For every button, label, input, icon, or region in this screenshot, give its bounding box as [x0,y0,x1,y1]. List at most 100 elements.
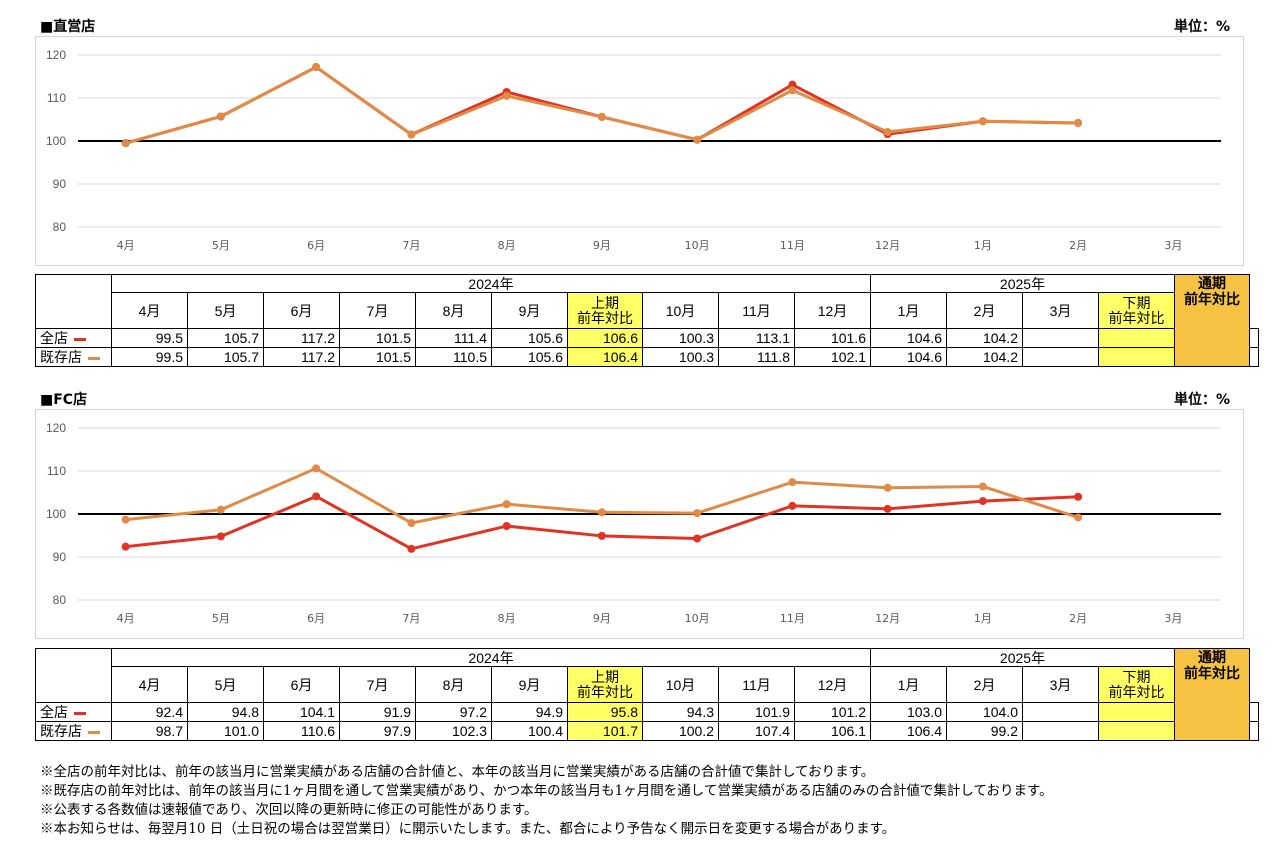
value-cell: 106.4 [870,721,947,741]
x-tick-label: 6月 [307,612,325,625]
fc-chart: 80 90 100 110 120 4月 5月 6月 7月 8月 9月 10月 11月 12月 1月 2月 3月 [35,409,1244,639]
data-point-all [883,504,892,513]
data-point-existing [407,130,416,139]
x-tick-label: 5月 [212,239,230,252]
value-cell [1022,702,1099,722]
second-half-header: 下期 前年対比 [1098,292,1175,329]
data-point-existing [883,127,892,136]
footnote: ※本お知らせは、毎翌月10 日（土日祝の場合は翌営業日）に開示いたします。また、… [40,821,896,837]
x-tick-label: 11月 [780,239,805,252]
value-cell: 101.9 [718,702,795,722]
x-tick-label: 9月 [593,239,611,252]
second-half-header: 下期 前年対比 [1098,666,1175,703]
value-cell: 105.6 [491,347,568,367]
value-cell: 99.5 [111,328,188,348]
series-line-all [125,494,1079,551]
value-cell: 99.2 [946,721,1023,741]
x-tick-label: 2月 [1069,239,1087,252]
value-cell: 101.6 [794,328,871,348]
month-header: 6月 [263,292,340,329]
data-point-existing [502,91,511,100]
x-tick-label: 7月 [402,612,420,625]
fc-table: 2024年 2025年 通期 前年対比 4月 5月 6月 7月 8月 9月 上期 前年対比 10月 1… [35,648,1259,741]
month-header: 10月 [642,666,719,703]
value-cell: 101.2 [794,702,871,722]
row-label-text: 既存店 [40,723,82,739]
value-cell: 102.1 [794,347,871,367]
value-cell: 111.8 [718,347,795,367]
footnote: ※全店の前年対比は、前年の該当月に営業実績がある店舗の合計値と、本年の該当月に営… [40,764,875,780]
x-tick-label: 10月 [685,239,710,252]
fc-section-title: ■FC店 [40,392,88,408]
month-header: 1月 [870,666,947,703]
value-cell [1098,328,1175,348]
legend-swatch-all [74,337,86,341]
year-header-2024: 2024年 [111,274,871,293]
data-point-all [1074,492,1083,501]
month-header: 11月 [718,292,795,329]
x-tick-label: 6月 [307,239,325,252]
data-point-existing [883,483,892,492]
fc-chart-svg: 80 90 100 110 120 4月 5月 6月 7月 8月 9月 10月 11月 12月 1月 2月 3月 [46,421,1221,625]
series-line-all [125,65,1079,145]
data-point-existing [693,509,702,518]
row-label-existing: 既存店 [35,347,112,367]
row-label-all: 全店 [35,702,112,722]
x-tick-label: 3月 [1164,612,1182,625]
month-header: 3月 [1022,292,1099,329]
value-cell: 105.7 [187,328,264,348]
year-header-2025: 2025年 [870,648,1175,667]
value-cell: 104.2 [946,328,1023,348]
value-cell: 104.1 [263,702,340,722]
fc-unit-label: 単位：% [1173,392,1230,408]
value-cell [1249,702,1259,722]
legend-swatch-existing [88,356,100,360]
value-cell: 110.5 [415,347,492,367]
x-tick-label: 8月 [498,612,516,625]
x-tick-label: 4月 [117,612,135,625]
month-header: 10月 [642,292,719,329]
value-cell: 106.4 [567,347,643,367]
value-cell: 100.2 [642,721,719,741]
data-point-all [312,492,321,501]
x-tick-label: 8月 [498,239,516,252]
y-tick-label: 100 [46,507,66,521]
corner-cell [35,648,112,703]
value-cell: 104.0 [946,702,1023,722]
data-point-all [788,501,797,510]
data-point-existing [121,515,130,524]
data-point-existing [788,86,797,95]
month-header: 4月 [111,292,188,329]
data-point-existing [502,500,511,509]
x-tick-label: 3月 [1164,239,1182,252]
value-cell [1249,328,1259,348]
series-line-existing [125,65,1079,145]
data-point-existing [597,112,606,121]
data-point-all [216,532,225,541]
y-tick-label: 90 [53,177,67,191]
value-cell: 95.8 [567,702,643,722]
legend-swatch-existing [88,730,100,734]
direct-chart: 80 90 100 110 120 4月 5月 6月 7月 8月 9月 10月 11月 12月 1月 2月 3月 [35,36,1244,266]
y-tick-label: 120 [46,421,66,435]
y-tick-label: 120 [46,48,66,62]
y-tick-label: 80 [53,220,67,234]
data-point-existing [1074,513,1083,522]
data-point-existing [1074,118,1083,127]
y-tick-label: 110 [47,464,66,478]
value-cell: 105.6 [491,328,568,348]
month-header: 9月 [491,292,568,329]
value-cell: 100.3 [642,347,719,367]
direct-chart-svg: 80 90 100 110 120 4月 5月 6月 7月 8月 9月 10月 11月 12月 1月 2月 3月 [46,48,1221,252]
data-point-existing [978,482,987,491]
data-point-existing [121,139,130,148]
month-header: 12月 [794,292,871,329]
value-cell: 104.6 [870,328,947,348]
legend-swatch-all [74,711,86,715]
y-tick-label: 90 [53,550,67,564]
row-label-all: 全店 [35,328,112,348]
value-cell: 107.4 [718,721,795,741]
data-point-all [121,542,130,551]
month-header: 7月 [339,292,416,329]
value-cell: 113.1 [718,328,795,348]
